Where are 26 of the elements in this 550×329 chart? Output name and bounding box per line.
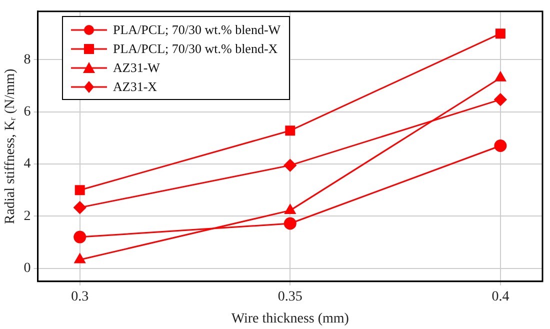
legend-label: AZ31-X bbox=[113, 78, 158, 94]
y-axis-title: Radial stiffness, Kᵣ (N/mm) bbox=[3, 68, 18, 224]
x-tick-label: 0.3 bbox=[71, 289, 89, 304]
point bbox=[495, 28, 506, 39]
point bbox=[284, 204, 296, 214]
point bbox=[494, 72, 506, 82]
y-tick-label: 6 bbox=[24, 104, 31, 120]
point bbox=[494, 140, 507, 152]
y-tick-label: 2 bbox=[24, 208, 31, 224]
y-tick-label: 4 bbox=[24, 156, 31, 172]
point bbox=[284, 159, 296, 172]
legend-label: PLA/PCL; 70/30 wt.% blend-X bbox=[113, 40, 278, 56]
point bbox=[74, 201, 86, 214]
x-tick-label: 0.4 bbox=[492, 289, 510, 304]
legend-label: PLA/PCL; 70/30 wt.% blend-W bbox=[113, 22, 281, 38]
x-axis-title: Wire thickness (mm) bbox=[231, 311, 350, 326]
x-tick-label: 0.35 bbox=[278, 289, 302, 304]
y-tick-label: 8 bbox=[24, 52, 31, 68]
point bbox=[285, 126, 296, 136]
point bbox=[74, 185, 85, 196]
legend-label: AZ31-W bbox=[113, 60, 160, 76]
point bbox=[284, 217, 296, 230]
y-tick-label: 0 bbox=[24, 261, 31, 276]
point bbox=[74, 254, 86, 264]
point bbox=[494, 93, 507, 106]
point bbox=[74, 230, 86, 244]
